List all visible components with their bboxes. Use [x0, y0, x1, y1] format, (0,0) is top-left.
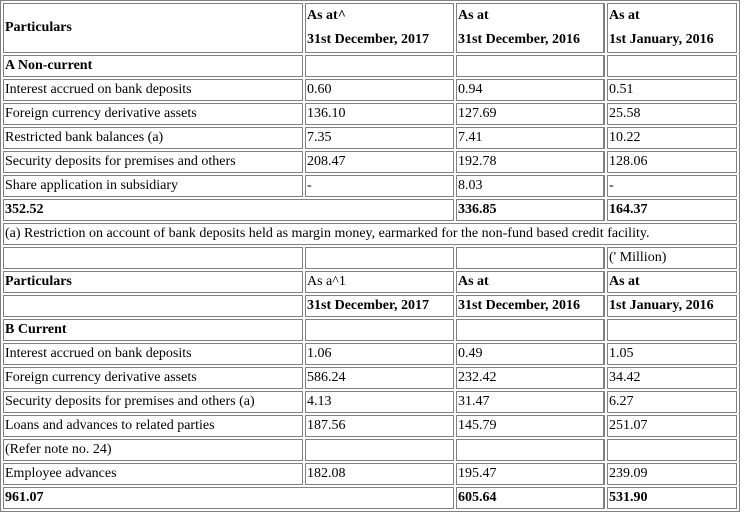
- section-title: B Current: [3, 319, 303, 341]
- cell-dec-2017: [305, 439, 454, 461]
- cell-dec-2017: 182.08: [305, 463, 454, 485]
- cell-dec-2016: [456, 439, 605, 461]
- table-row: Restricted bank balances (a) 7.35 7.41 1…: [3, 127, 737, 149]
- table-header-row: Particulars As a^1 As at As at: [3, 271, 737, 293]
- cell-dec-2017: 1.06: [305, 343, 454, 365]
- section-title: A Non-current: [3, 55, 303, 77]
- cell-jan-2016: 34.42: [603, 367, 737, 389]
- section-title-row: A Non-current: [3, 55, 737, 77]
- financial-assets-table: Particulars As at^ 31st December, 2017 A…: [0, 0, 740, 512]
- header-line-2: 31st December, 2016: [458, 32, 580, 47]
- header-line-2: 31st December, 2017: [307, 32, 429, 47]
- table-row: Foreign currency derivative assets 586.2…: [3, 367, 737, 389]
- table-row: Interest accrued on bank deposits 1.06 0…: [3, 343, 737, 365]
- particulars-header: Particulars: [3, 3, 303, 53]
- cell-dec-2016: 195.47: [456, 463, 605, 485]
- total-row: 352.52 336.85 164.37: [3, 199, 737, 221]
- row-label: Employee advances: [3, 463, 303, 485]
- total-dec-2017: 352.52: [3, 199, 454, 221]
- header-dec-2017: As at^ 31st December, 2017: [305, 3, 454, 53]
- row-label: Interest accrued on bank deposits: [3, 343, 303, 365]
- cell-jan-2016: 128.06: [603, 151, 737, 173]
- cell-jan-2016: [603, 439, 737, 461]
- cell-dec-2016: 192.78: [456, 151, 605, 173]
- table-row: Security deposits for premises and other…: [3, 391, 737, 413]
- cell-jan-2016: 10.22: [603, 127, 737, 149]
- header-line-1: As at^: [307, 8, 346, 23]
- header-line-2: 1st January, 2016: [603, 295, 737, 317]
- row-label: Security deposits for premises and other…: [3, 391, 303, 413]
- header-jan-2016: As at 1st January, 2016: [603, 3, 737, 53]
- cell-dec-2017: 586.24: [305, 367, 454, 389]
- total-jan-2016: 531.90: [603, 487, 737, 509]
- table-row: Interest accrued on bank deposits 0.60 0…: [3, 79, 737, 101]
- cell-dec-2016: 31.47: [456, 391, 605, 413]
- section-title-row: B Current: [3, 319, 737, 341]
- cell-dec-2017: 187.56: [305, 415, 454, 437]
- header-line-1: As at: [458, 8, 489, 23]
- total-jan-2016: 164.37: [603, 199, 737, 221]
- row-label: Security deposits for premises and other…: [3, 151, 303, 173]
- unit-row: (' Million): [3, 247, 737, 269]
- cell-jan-2016: 6.27: [603, 391, 737, 413]
- cell-dec-2016: 145.79: [456, 415, 605, 437]
- cell-jan-2016: 1.05: [603, 343, 737, 365]
- row-label: Foreign currency derivative assets: [3, 103, 303, 125]
- cell-jan-2016: -: [603, 175, 737, 197]
- total-dec-2017: 961.07: [3, 487, 454, 509]
- cell-dec-2016: 0.49: [456, 343, 605, 365]
- footnote-row: (a) Restriction on account of bank depos…: [3, 223, 737, 245]
- cell-dec-2017: -: [305, 175, 454, 197]
- header-line-1: As at: [603, 271, 737, 293]
- total-dec-2016: 336.85: [456, 199, 605, 221]
- cell-dec-2016: 232.42: [456, 367, 605, 389]
- row-label: Share application in subsidiary: [3, 175, 303, 197]
- header-line-1: As a^1: [305, 271, 454, 293]
- cell-jan-2016: 239.09: [603, 463, 737, 485]
- unit-label: (' Million): [603, 247, 737, 269]
- particulars-header: Particulars: [3, 271, 303, 293]
- table-row: Foreign currency derivative assets 136.1…: [3, 103, 737, 125]
- header-line-1: As at: [609, 8, 640, 23]
- cell-jan-2016: 0.51: [603, 79, 737, 101]
- header-line-2: 31st December, 2016: [456, 295, 605, 317]
- header-line-2: 1st January, 2016: [609, 32, 714, 47]
- table-row: (Refer note no. 24): [3, 439, 737, 461]
- row-label: Loans and advances to related parties: [3, 415, 303, 437]
- row-label: (Refer note no. 24): [3, 439, 303, 461]
- header-line-1: As at: [456, 271, 605, 293]
- cell-dec-2017: 7.35: [305, 127, 454, 149]
- total-row: 961.07 605.64 531.90: [3, 487, 737, 509]
- row-label: Foreign currency derivative assets: [3, 367, 303, 389]
- table-header-row: Particulars As at^ 31st December, 2017 A…: [3, 3, 737, 53]
- cell-dec-2016: 8.03: [456, 175, 605, 197]
- table-row: Loans and advances to related parties 18…: [3, 415, 737, 437]
- header-dec-2016: As at 31st December, 2016: [456, 3, 605, 53]
- cell-dec-2017: 0.60: [305, 79, 454, 101]
- cell-dec-2016: 127.69: [456, 103, 605, 125]
- table-row: Share application in subsidiary - 8.03 -: [3, 175, 737, 197]
- cell-dec-2016: 7.41: [456, 127, 605, 149]
- footnote: (a) Restriction on account of bank depos…: [3, 223, 737, 245]
- cell-dec-2016: 0.94: [456, 79, 605, 101]
- cell-dec-2017: 208.47: [305, 151, 454, 173]
- header-line-2: 31st December, 2017: [305, 295, 454, 317]
- cell-dec-2017: 136.10: [305, 103, 454, 125]
- total-dec-2016: 605.64: [456, 487, 605, 509]
- cell-dec-2017: 4.13: [305, 391, 454, 413]
- table-row: Employee advances 182.08 195.47 239.09: [3, 463, 737, 485]
- row-label: Interest accrued on bank deposits: [3, 79, 303, 101]
- row-label: Restricted bank balances (a): [3, 127, 303, 149]
- cell-jan-2016: 251.07: [603, 415, 737, 437]
- table-header-row: 31st December, 2017 31st December, 2016 …: [3, 295, 737, 317]
- cell-jan-2016: 25.58: [603, 103, 737, 125]
- table-row: Security deposits for premises and other…: [3, 151, 737, 173]
